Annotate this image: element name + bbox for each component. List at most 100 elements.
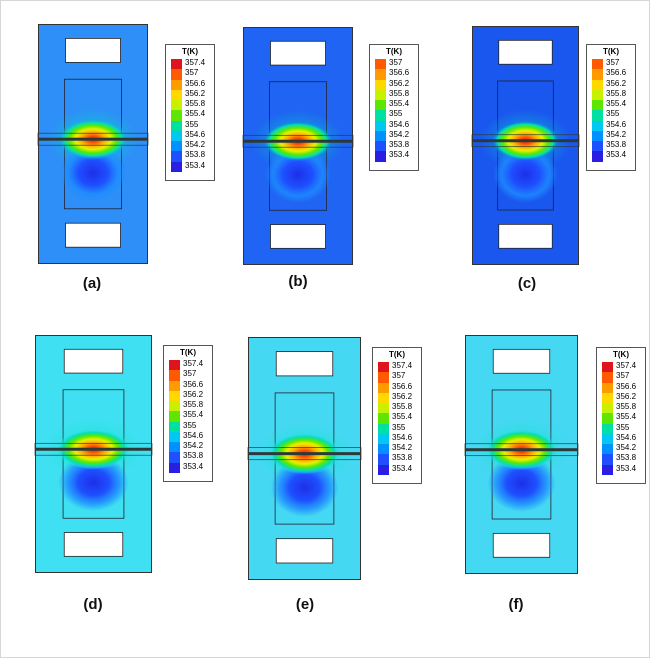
legend-tick-label: 355.4 bbox=[606, 99, 627, 109]
legend-swatch bbox=[171, 120, 182, 131]
temperature-legend: T(K) 357.4 357 356.6 356.2 355.8 355.4 355 354.6… bbox=[372, 347, 422, 484]
legend-swatch bbox=[171, 100, 182, 111]
legend-swatch bbox=[375, 120, 386, 131]
panel-label: (c) bbox=[517, 275, 537, 292]
legend-swatch bbox=[169, 360, 180, 371]
heater-line bbox=[465, 448, 578, 452]
legend-swatch bbox=[602, 444, 613, 455]
bottom-window bbox=[275, 538, 334, 564]
legend-swatch bbox=[378, 372, 389, 383]
legend-tick-label: 355 bbox=[616, 422, 630, 432]
legend-tick-label: 356.6 bbox=[392, 381, 413, 391]
legend-swatch bbox=[592, 59, 603, 70]
legend-swatch bbox=[378, 433, 389, 445]
legend-tick-label: 355.8 bbox=[606, 88, 627, 98]
legend-tick-label: 353.4 bbox=[183, 461, 204, 471]
legend-ticks: 357.4 357 356.6 356.2 355.8 355.4 355 354.6 354.… bbox=[185, 58, 213, 171]
legend-swatch bbox=[169, 390, 180, 402]
panel-a bbox=[37, 24, 149, 264]
legend-swatch bbox=[592, 100, 603, 111]
legend-tick-label: 355 bbox=[183, 420, 197, 430]
legend-title: T(K) bbox=[180, 348, 196, 357]
legend-swatch bbox=[171, 161, 182, 172]
legend-swatch bbox=[171, 79, 182, 90]
legend-tick-label: 353.4 bbox=[392, 463, 413, 473]
bottom-window bbox=[492, 532, 551, 558]
legend-swatch bbox=[169, 411, 180, 422]
legend-tick-label: 357.4 bbox=[616, 361, 637, 370]
legend-tick-label: 355.4 bbox=[185, 109, 206, 119]
legend-swatch bbox=[592, 130, 603, 142]
legend-swatch bbox=[378, 423, 389, 434]
panel-label: (e) bbox=[295, 596, 315, 613]
panel-label: (b) bbox=[288, 273, 308, 290]
top-window bbox=[275, 351, 334, 377]
legend-tick-label: 357.4 bbox=[392, 361, 413, 370]
legend-swatch bbox=[169, 431, 180, 443]
legend-title: T(K) bbox=[182, 47, 198, 56]
legend-tick-label: 353.4 bbox=[185, 160, 206, 170]
temperature-contour-plot bbox=[34, 335, 153, 573]
cold-spot bbox=[265, 146, 331, 204]
legend-swatch bbox=[169, 421, 180, 432]
legend-swatch bbox=[378, 464, 389, 475]
temperature-contour-plot bbox=[464, 335, 579, 574]
legend-tick-label: 354.2 bbox=[616, 443, 637, 453]
legend-tick-label: 357 bbox=[185, 68, 199, 78]
legend-swatch bbox=[592, 141, 603, 152]
temperature-legend: T(K) 357 356.6 356.2 355.8 355.4 355 354.6 354.2… bbox=[586, 44, 636, 171]
legend-swatch bbox=[602, 372, 613, 383]
legend-swatch bbox=[378, 382, 389, 393]
legend-color-bar bbox=[375, 59, 386, 162]
legend-tick-label: 355 bbox=[606, 109, 620, 119]
legend-swatch bbox=[602, 392, 613, 404]
legend-swatch bbox=[171, 59, 182, 70]
legend-swatch bbox=[378, 392, 389, 404]
panel-b bbox=[242, 27, 354, 265]
heater-line bbox=[35, 447, 152, 451]
legend-swatch bbox=[169, 380, 180, 391]
temperature-legend: T(K) 357.4 357 356.6 356.2 355.8 355.4 355 354.6… bbox=[165, 44, 215, 181]
legend-tick-label: 356.6 bbox=[616, 381, 637, 391]
panel-f bbox=[464, 335, 579, 574]
heater-line bbox=[472, 139, 579, 143]
temperature-contour-plot bbox=[247, 337, 362, 580]
top-window bbox=[270, 40, 326, 66]
legend-tick-label: 355 bbox=[389, 109, 403, 119]
legend-swatch bbox=[592, 89, 603, 101]
legend-swatch bbox=[602, 382, 613, 393]
legend-tick-label: 355.8 bbox=[392, 402, 413, 412]
legend-tick-label: 356.6 bbox=[185, 78, 206, 88]
legend-tick-label: 353.8 bbox=[392, 453, 413, 463]
legend-swatch bbox=[592, 151, 603, 162]
legend-swatch bbox=[375, 69, 386, 80]
legend-swatch bbox=[592, 120, 603, 131]
legend-ticks: 357.4 357 356.6 356.2 355.8 355.4 355 354.6 354.… bbox=[616, 361, 644, 474]
legend-swatch bbox=[375, 151, 386, 162]
legend-color-bar bbox=[602, 362, 613, 475]
legend-tick-label: 353.8 bbox=[606, 140, 627, 150]
legend-swatch bbox=[171, 141, 182, 152]
temperature-legend: T(K) 357.4 357 356.6 356.2 355.8 355.4 355 354.6… bbox=[163, 345, 213, 482]
legend-tick-label: 357 bbox=[606, 58, 620, 67]
legend-swatch bbox=[602, 413, 613, 424]
panel-label: (d) bbox=[83, 596, 103, 613]
legend-tick-label: 353.4 bbox=[606, 150, 627, 160]
legend-swatch bbox=[602, 403, 613, 414]
legend-tick-label: 355.4 bbox=[616, 412, 637, 422]
legend-swatch bbox=[169, 452, 180, 463]
legend-tick-label: 357.4 bbox=[183, 359, 204, 368]
legend-swatch bbox=[171, 69, 182, 80]
legend-swatch bbox=[378, 362, 389, 373]
legend-swatch bbox=[169, 401, 180, 412]
top-window bbox=[498, 39, 553, 65]
cold-spot bbox=[60, 144, 126, 202]
legend-tick-label: 354.6 bbox=[389, 119, 410, 129]
legend-color-bar bbox=[171, 59, 182, 172]
legend-tick-label: 354.2 bbox=[183, 441, 204, 451]
bottom-window bbox=[270, 224, 326, 249]
cold-spot bbox=[58, 454, 129, 512]
legend-tick-label: 357 bbox=[392, 371, 406, 381]
legend-swatch bbox=[602, 433, 613, 445]
legend-tick-label: 353.4 bbox=[616, 463, 637, 473]
